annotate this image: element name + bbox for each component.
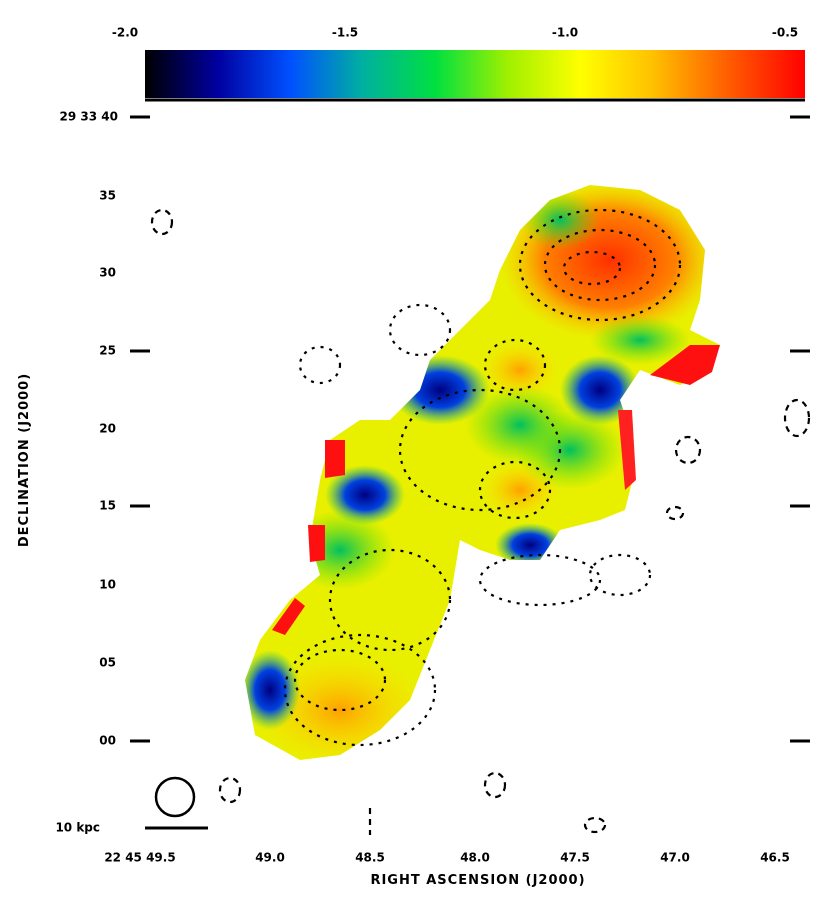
x-tick-label: 48.5 — [355, 851, 385, 865]
x-tick-label: 47.5 — [560, 851, 590, 865]
colorbar — [145, 50, 805, 98]
y-tick-label: 30 — [99, 266, 116, 280]
scale-bar-label: 10 kpc — [55, 821, 100, 835]
colorbar-tick-label: -0.5 — [772, 26, 798, 40]
contours — [283, 208, 682, 747]
x-tick-label: 46.5 — [760, 851, 790, 865]
x-tick-label: 48.0 — [460, 851, 490, 865]
frame-ticks — [130, 115, 810, 743]
y-tick-label: 25 — [99, 344, 116, 358]
isolated-contours — [150, 208, 811, 835]
y-axis-title: DECLINATION (J2000) — [17, 373, 32, 547]
y-tick-label: 29 33 40 — [60, 110, 118, 124]
colorbar-tick-label: -1.5 — [332, 26, 358, 40]
x-axis-title: RIGHT ASCENSION (J2000) — [370, 873, 585, 888]
colorbar-tick-labels: -2.0 -1.5 -1.0 -0.5 — [112, 26, 798, 40]
y-tick-label: 15 — [99, 499, 116, 513]
y-tick-labels: 29 33 40 35 30 25 20 15 10 05 00 — [60, 110, 118, 748]
x-tick-labels: 22 45 49.5 49.0 48.5 48.0 47.5 47.0 46.5 — [104, 851, 789, 865]
beam-ellipse — [154, 776, 196, 818]
colorbar-tick-label: -2.0 — [112, 26, 138, 40]
y-tick-label: 00 — [99, 734, 116, 748]
source-heatmap — [245, 185, 720, 760]
y-tick-label: 05 — [99, 656, 116, 670]
y-tick-label: 20 — [99, 422, 116, 436]
x-tick-label: 47.0 — [660, 851, 690, 865]
colorbar-tick-label: -1.0 — [552, 26, 578, 40]
y-tick-label: 10 — [99, 578, 116, 592]
x-tick-label: 49.0 — [255, 851, 285, 865]
y-tick-label: 35 — [99, 189, 116, 203]
x-tick-label: 22 45 49.5 — [104, 851, 175, 865]
